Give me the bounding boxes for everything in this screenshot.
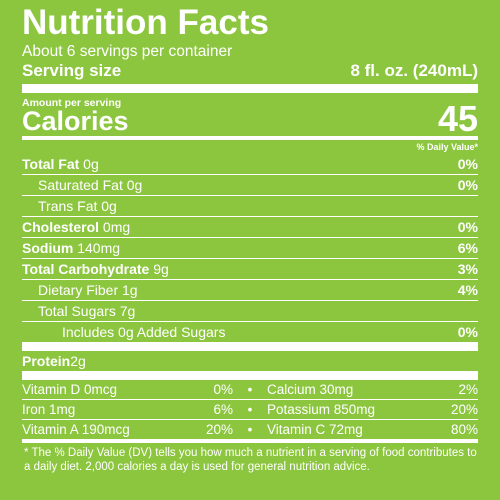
nutrient-label: Includes 0g Added Sugars xyxy=(62,324,226,340)
vitamin-left-name: Iron 1mg xyxy=(22,402,76,417)
bullet-separator: • xyxy=(247,402,253,417)
nutrient-row-total-sugars: Total Sugars 7g xyxy=(22,300,478,321)
nutrient-dv: 3% xyxy=(457,261,478,277)
daily-value-header: % Daily Value* xyxy=(416,142,478,152)
vitamin-right-name: Vitamin C 72mg xyxy=(267,422,363,437)
nutrient-amount: 0g xyxy=(79,156,99,172)
nutrient-label: Saturated Fat 0g xyxy=(38,177,143,193)
thick-divider xyxy=(22,342,478,351)
calories-label: Calories xyxy=(22,106,129,136)
vitamin-right-name: Calcium 30mg xyxy=(267,382,354,397)
nutrient-dv: 0% xyxy=(457,219,478,235)
nutrient-dv: 4% xyxy=(457,282,478,298)
thick-divider xyxy=(22,371,478,380)
servings-per-container: About 6 servings per container xyxy=(22,43,233,60)
vitamin-left-dv: 20% xyxy=(205,422,233,437)
medium-divider xyxy=(22,136,478,140)
vitamin-left-name: Vitamin D 0mcg xyxy=(22,382,118,397)
protein-amount: 2g xyxy=(70,353,86,369)
nutrient-label: Total Carbohydrate xyxy=(22,261,150,277)
nutrient-amount: 140mg xyxy=(73,240,121,256)
nutrient-label: Total Fat xyxy=(22,156,80,172)
nutrient-row-cholesterol: Cholesterol 0mg 0% xyxy=(22,216,478,237)
bullet-separator: • xyxy=(247,382,253,397)
nutrient-label: Dietary Fiber 1g xyxy=(38,282,138,298)
vitamin-right-name: Potassium 850mg xyxy=(267,402,376,417)
nutrient-dv: 0% xyxy=(457,324,478,340)
nutrient-label: Sodium xyxy=(22,240,74,256)
protein-row: Protein 2g xyxy=(22,351,478,371)
nutrient-label: Total Sugars 7g xyxy=(38,303,136,319)
nutrient-row-total-carbohydrate: Total Carbohydrate 9g 3% xyxy=(22,258,478,279)
nutrient-dv: 6% xyxy=(457,240,478,256)
medium-divider xyxy=(22,439,478,443)
bullet-separator: • xyxy=(247,422,253,437)
vitamin-right-dv: 80% xyxy=(450,422,478,437)
calories-value: 45 xyxy=(437,98,478,139)
nutrient-row-total-fat: Total Fat 0g 0% xyxy=(22,154,478,174)
vitamin-left-name: Vitamin A 190mcg xyxy=(22,422,130,437)
protein-label: Protein xyxy=(22,353,71,369)
nutrient-dv: 0% xyxy=(457,156,478,172)
nutrient-label: Cholesterol xyxy=(22,219,100,235)
nutrient-dv: 0% xyxy=(457,177,478,193)
daily-value-footnote: * The % Daily Value (DV) tells you how m… xyxy=(24,447,477,473)
vitamin-right-dv: 2% xyxy=(458,382,478,397)
vitamin-row: Iron 1mg 6% • Potassium 850mg 20% xyxy=(22,399,478,419)
calories-row: Calories 45 xyxy=(22,101,478,137)
vitamin-right-dv: 20% xyxy=(450,402,478,417)
nutrient-row-dietary-fiber: Dietary Fiber 1g 4% xyxy=(22,279,478,300)
thick-divider xyxy=(22,84,478,93)
nutrient-row-saturated-fat: Saturated Fat 0g 0% xyxy=(22,174,478,195)
vitamin-left-dv: 6% xyxy=(213,402,233,417)
nutrient-row-trans-fat: Trans Fat 0g xyxy=(22,195,478,216)
vitamin-row: Vitamin D 0mcg 0% • Calcium 30mg 2% xyxy=(22,380,478,399)
amount-per-serving: Amount per serving xyxy=(22,97,122,109)
vitamin-row: Vitamin A 190mcg 20% • Vitamin C 72mg 80… xyxy=(22,419,478,439)
nutrient-amount: 9g xyxy=(149,261,169,277)
vitamin-left-dv: 0% xyxy=(213,382,233,397)
nutrient-row-added-sugars: Includes 0g Added Sugars 0% xyxy=(22,321,478,342)
nutrient-label: Trans Fat 0g xyxy=(38,198,117,214)
nutrition-title: Nutrition Facts xyxy=(22,3,269,42)
nutrient-row-sodium: Sodium 140mg 6% xyxy=(22,237,478,258)
nutrient-amount: 0mg xyxy=(99,219,131,235)
serving-size-row: Serving size 8 fl. oz. (240mL) xyxy=(22,61,478,81)
serving-size-label: Serving size xyxy=(22,61,122,80)
serving-size-value: 8 fl. oz. (240mL) xyxy=(350,61,478,80)
